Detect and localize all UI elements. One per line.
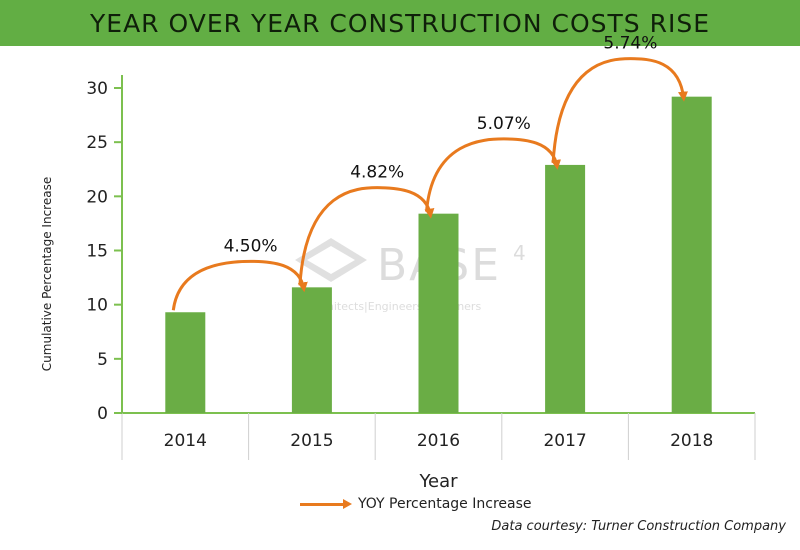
legend-label: YOY Percentage Increase [358, 496, 532, 512]
yoy-label: 5.07% [477, 114, 531, 134]
x-tick-label: 2016 [417, 431, 460, 451]
yoy-arrow [551, 57, 688, 164]
page-title: YEAR OVER YEAR CONSTRUCTION COSTS RISE [90, 8, 710, 38]
yoy-label: 4.82% [350, 163, 404, 183]
yoy-label: 4.50% [224, 236, 278, 256]
y-tick-label: 30 [86, 79, 108, 99]
bar [418, 213, 459, 413]
data-credit: Data courtesy: Turner Construction Compa… [491, 519, 786, 534]
yoy-label: 5.74% [603, 34, 657, 54]
y-tick-label: 0 [97, 404, 108, 424]
x-axis-label: Year [418, 471, 458, 492]
watermark-icon [295, 238, 367, 282]
x-tick-label: 2015 [290, 431, 333, 451]
bar [545, 164, 586, 413]
watermark-superscript: 4 [513, 241, 526, 265]
title-banner: YEAR OVER YEAR CONSTRUCTION COSTS RISE [0, 0, 800, 46]
yoy-arrow [298, 186, 435, 286]
legend: YOY Percentage Increase [300, 496, 532, 512]
x-tick-label: 2014 [164, 431, 207, 451]
bar [291, 287, 332, 413]
y-tick-label: 10 [86, 296, 108, 316]
yoy-arrow [425, 137, 561, 212]
y-axis-label: Cumulative Percentage Increase [40, 177, 54, 371]
y-tick-label: 5 [97, 350, 108, 370]
bar [165, 312, 206, 413]
x-tick-label: 2018 [670, 431, 713, 451]
legend-arrow-icon [300, 498, 352, 509]
bar [671, 96, 712, 414]
y-tick-label: 25 [86, 133, 108, 153]
x-tick-label: 2017 [543, 431, 586, 451]
y-tick-label: 15 [86, 242, 108, 262]
y-tick-label: 20 [86, 187, 108, 207]
yoy-arrow [171, 259, 308, 311]
